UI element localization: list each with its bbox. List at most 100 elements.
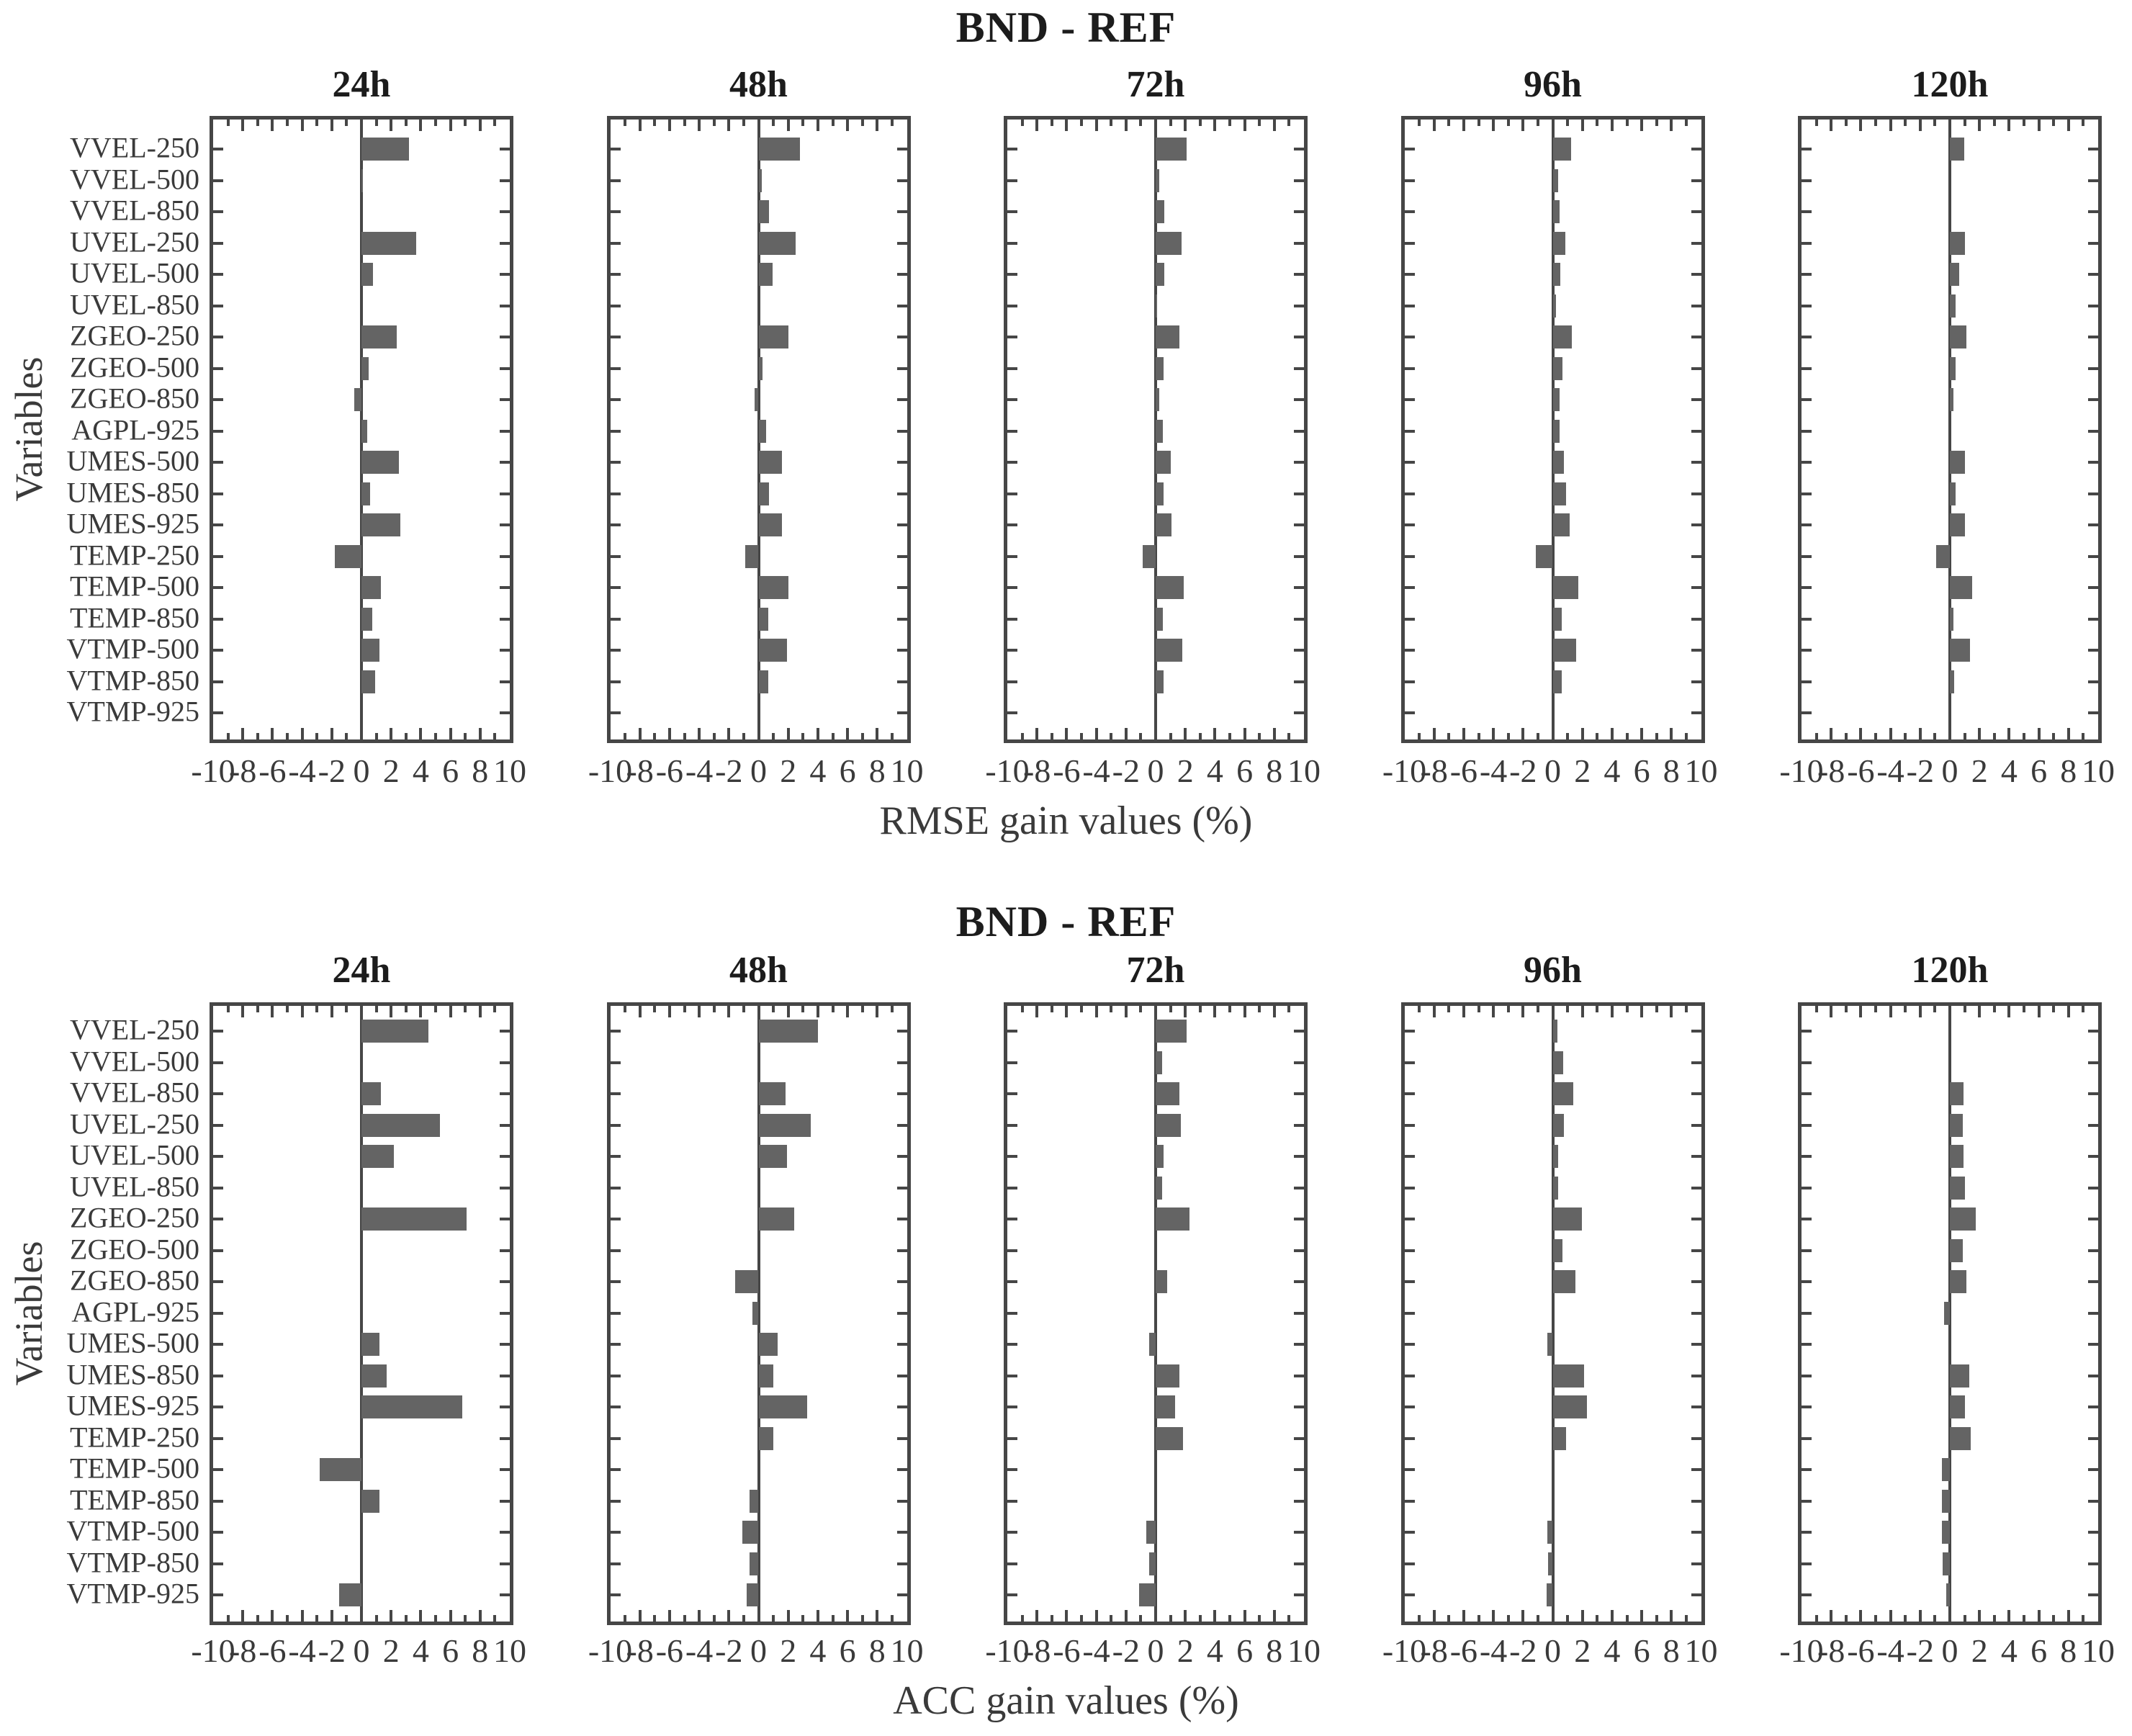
y-tick xyxy=(1802,1092,1812,1095)
x-tick-label: 4 xyxy=(1604,1632,1621,1669)
x-tick xyxy=(1933,120,1937,126)
x-tick-label: 0 xyxy=(1147,752,1164,789)
x-tick xyxy=(831,733,835,739)
y-tick xyxy=(2088,1562,2098,1565)
x-tick-label: -2 xyxy=(318,1632,346,1669)
y-tick xyxy=(1404,1249,1415,1252)
y-tick xyxy=(1802,523,1812,526)
bar-VTMP-850-72h xyxy=(1156,670,1164,693)
x-tick xyxy=(2037,1006,2041,1017)
y-tick xyxy=(500,1280,510,1283)
y-tick xyxy=(1294,523,1304,526)
x-tick xyxy=(1228,120,1231,126)
x-tick xyxy=(464,120,467,126)
x-tick xyxy=(890,120,894,126)
y-tick xyxy=(1007,336,1017,338)
y-tick xyxy=(1691,1406,1701,1408)
x-axis-label-acc: ACC gain values (%) xyxy=(893,1678,1239,1723)
x-tick xyxy=(1198,733,1202,739)
x-tick xyxy=(846,728,850,739)
variable-label-VTMP-500: VTMP-500 xyxy=(66,1514,199,1547)
y-tick xyxy=(500,586,510,589)
bar-UVEL-250-96h xyxy=(1552,1113,1564,1137)
x-tick xyxy=(478,1006,482,1017)
y-tick xyxy=(1404,1374,1415,1377)
x-tick xyxy=(241,1610,245,1622)
y-tick xyxy=(896,148,907,150)
x-tick xyxy=(1874,1006,1877,1012)
variable-label-VTMP-925: VTMP-925 xyxy=(66,1577,199,1610)
bar-UMES-850-24h xyxy=(361,482,371,505)
y-tick xyxy=(1802,1186,1812,1189)
zero-line xyxy=(1551,1006,1555,1622)
y-tick xyxy=(1802,1311,1812,1315)
x-tick xyxy=(1655,1006,1658,1012)
x-tick xyxy=(816,728,819,739)
variable-label-ZGEO-500: ZGEO-500 xyxy=(70,351,199,384)
bar-UVEL-250-120h xyxy=(1950,231,1965,255)
x-tick xyxy=(683,733,686,739)
variable-label-UMES-850: UMES-850 xyxy=(66,476,199,509)
x-tick-label: 6 xyxy=(839,752,856,789)
x-tick xyxy=(300,1610,304,1622)
y-tick xyxy=(1007,586,1017,589)
y-tick xyxy=(1007,304,1017,307)
x-tick xyxy=(1580,120,1584,131)
x-tick-label: -6 xyxy=(1847,752,1875,789)
x-tick xyxy=(1432,120,1436,131)
x-tick xyxy=(241,1006,245,1017)
x-tick xyxy=(1477,1006,1480,1012)
x-tick xyxy=(1020,1006,1024,1012)
bar-UMES-850-120h xyxy=(1950,482,1956,505)
y-tick xyxy=(1802,649,1812,652)
y-tick xyxy=(1802,617,1812,621)
x-tick xyxy=(1655,1615,1658,1622)
y-tick xyxy=(1294,179,1304,182)
y-tick xyxy=(213,711,223,714)
x-tick xyxy=(2023,1006,2025,1012)
x-tick-label: 8 xyxy=(2060,1632,2077,1669)
x-tick xyxy=(1640,1006,1644,1017)
bar-VTMP-500-48h xyxy=(742,1521,759,1544)
y-tick xyxy=(500,1030,510,1033)
bar-UVEL-500-48h xyxy=(758,1145,787,1168)
y-tick xyxy=(1404,461,1415,464)
y-tick xyxy=(1802,273,1812,276)
x-tick-label: -6 xyxy=(1847,1632,1875,1669)
y-tick xyxy=(610,210,621,213)
x-tick xyxy=(1139,1006,1143,1012)
y-tick xyxy=(610,1311,621,1315)
x-tick-label: 6 xyxy=(1236,1632,1254,1669)
y-tick xyxy=(500,1562,510,1565)
y-tick xyxy=(1691,1030,1701,1033)
y-tick xyxy=(610,179,621,182)
x-tick xyxy=(846,1610,850,1622)
bar-UVEL-250-72h xyxy=(1156,1113,1182,1137)
x-tick-label: 10 xyxy=(890,752,924,789)
x-tick xyxy=(1670,120,1673,131)
x-tick xyxy=(226,1615,230,1622)
x-tick xyxy=(1035,120,1039,131)
y-tick xyxy=(1294,273,1304,276)
y-tick xyxy=(1802,1280,1812,1283)
y-tick xyxy=(2088,1186,2098,1189)
x-tick-label: 6 xyxy=(1633,1632,1650,1669)
y-tick xyxy=(896,649,907,652)
y-tick xyxy=(500,336,510,338)
x-tick xyxy=(742,1006,745,1012)
bar-UVEL-500-96h xyxy=(1552,263,1560,286)
y-tick xyxy=(2088,366,2098,370)
bar-VTMP-925-96h xyxy=(1547,1583,1553,1606)
x-tick xyxy=(2037,120,2041,131)
y-tick xyxy=(1007,1562,1017,1565)
y-tick xyxy=(213,461,223,464)
y-tick xyxy=(896,1249,907,1252)
x-tick xyxy=(1462,1610,1465,1622)
y-tick xyxy=(500,1061,510,1064)
figure-title-acc: BND - REF xyxy=(955,898,1177,945)
y-tick xyxy=(1691,1436,1701,1440)
y-tick xyxy=(896,1123,907,1127)
x-tick-label: -10 xyxy=(1779,752,1824,789)
y-tick xyxy=(1404,304,1415,307)
bar-TEMP-500-24h xyxy=(361,576,381,599)
